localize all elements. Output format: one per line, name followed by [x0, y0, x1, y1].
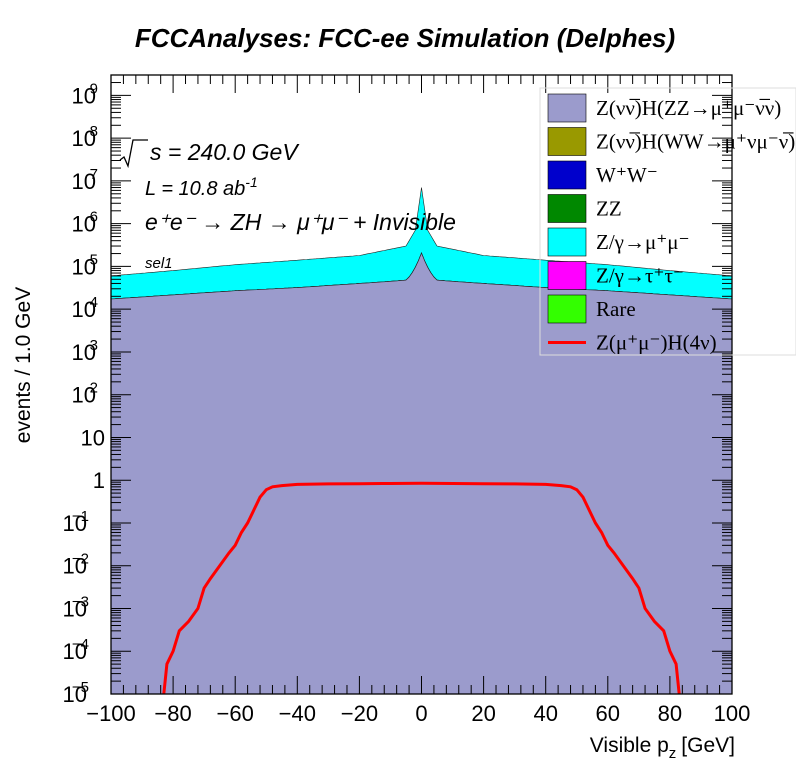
y-tick-label: 108	[72, 123, 98, 151]
x-tick-label: 0	[415, 701, 427, 726]
y-tick-label: 107	[72, 166, 98, 194]
sqrt-s-label: s = 240.0 GeV	[150, 139, 300, 165]
legend-swatch	[547, 93, 587, 123]
y-tick-label: 10−4	[63, 636, 89, 664]
signal-series-line	[162, 481, 681, 695]
x-tick-label: −80	[154, 701, 191, 726]
legend-label: ZZ	[596, 197, 622, 221]
chart-title: FCCAnalyses: FCC-ee Simulation (Delphes)	[135, 23, 675, 53]
legend-label: Z/γ→τ⁺τ⁻	[596, 264, 684, 288]
legend-label: Z(νν̅)H(WW→μ⁺νμ⁻ν̅)	[596, 130, 795, 154]
y-tick-label: 102	[72, 380, 98, 408]
process-label: e⁺e⁻ → ZH → μ⁺μ⁻ + Invisible	[145, 209, 456, 235]
y-axis: 10−5 10−4 10−3 10−2 10−11 10 102 103 104 105 106 10…	[63, 74, 732, 707]
legend-label: Rare	[596, 297, 636, 321]
x-tick-label: 100	[714, 701, 751, 726]
luminosity-label: L = 10.8 ab-1	[145, 174, 258, 200]
legend: Z(νν̅)H(ZZ→μ⁺μ⁻ν̅ν) Z(νν̅)H(WW→μ⁺νμ⁻ν̅) W⁺…	[539, 87, 796, 356]
x-tick-label: −40	[279, 701, 316, 726]
series-fill-0	[110, 252, 733, 695]
stacked-histogram	[110, 187, 733, 695]
y-tick-label: 10−2	[63, 551, 89, 579]
x-tick-label: −100	[86, 701, 136, 726]
y-tick-label: 1	[93, 468, 105, 493]
y-tick-label: 103	[72, 337, 98, 365]
x-tick-label: −60	[217, 701, 254, 726]
y-tick-label: 105	[72, 251, 98, 279]
y-tick-label: 109	[72, 80, 98, 108]
legend-frame	[539, 87, 796, 356]
legend-label: W⁺W⁻	[596, 163, 658, 187]
signal-line	[162, 481, 681, 695]
legend-label: Z(μ⁺μ⁻)H(4ν)	[596, 331, 717, 355]
legend-swatch	[547, 294, 587, 324]
y-tick-label: 10−1	[63, 508, 89, 536]
legend-swatch	[547, 160, 587, 190]
legend-swatch	[547, 194, 587, 223]
x-tick-label: −20	[341, 701, 378, 726]
x-tick-label: 80	[658, 701, 682, 726]
y-tick-label: 106	[72, 209, 98, 237]
x-tick-label: 20	[471, 701, 495, 726]
selection-label: sel1	[145, 255, 173, 272]
annotations: s = 240.0 GeV L = 10.8 ab-1 e⁺e⁻ → ZH → …	[119, 139, 456, 272]
x-axis: −100 −80 −60 −40 −20 0 20 40 60 80 100	[86, 75, 750, 726]
sqrt-symbol	[119, 139, 148, 169]
x-tick-label: 60	[596, 701, 620, 726]
x-axis-label: Visible pz [GeV]	[590, 734, 735, 762]
legend-swatch	[547, 127, 587, 156]
y-tick-label: 104	[72, 294, 98, 322]
legend-swatch	[547, 261, 587, 290]
x-tick-label: 40	[533, 701, 557, 726]
y-tick-label: 10−5	[63, 679, 89, 707]
legend-label: Z(νν̅)H(ZZ→μ⁺μ⁻ν̅ν)	[596, 96, 781, 120]
legend-label: Z/γ→μ⁺μ⁻	[596, 230, 690, 254]
y-tick-label: 10−3	[63, 593, 89, 621]
legend-swatch	[547, 227, 587, 257]
y-axis-label: events / 1.0 GeV	[12, 287, 35, 443]
y-tick-label: 10	[81, 425, 105, 450]
